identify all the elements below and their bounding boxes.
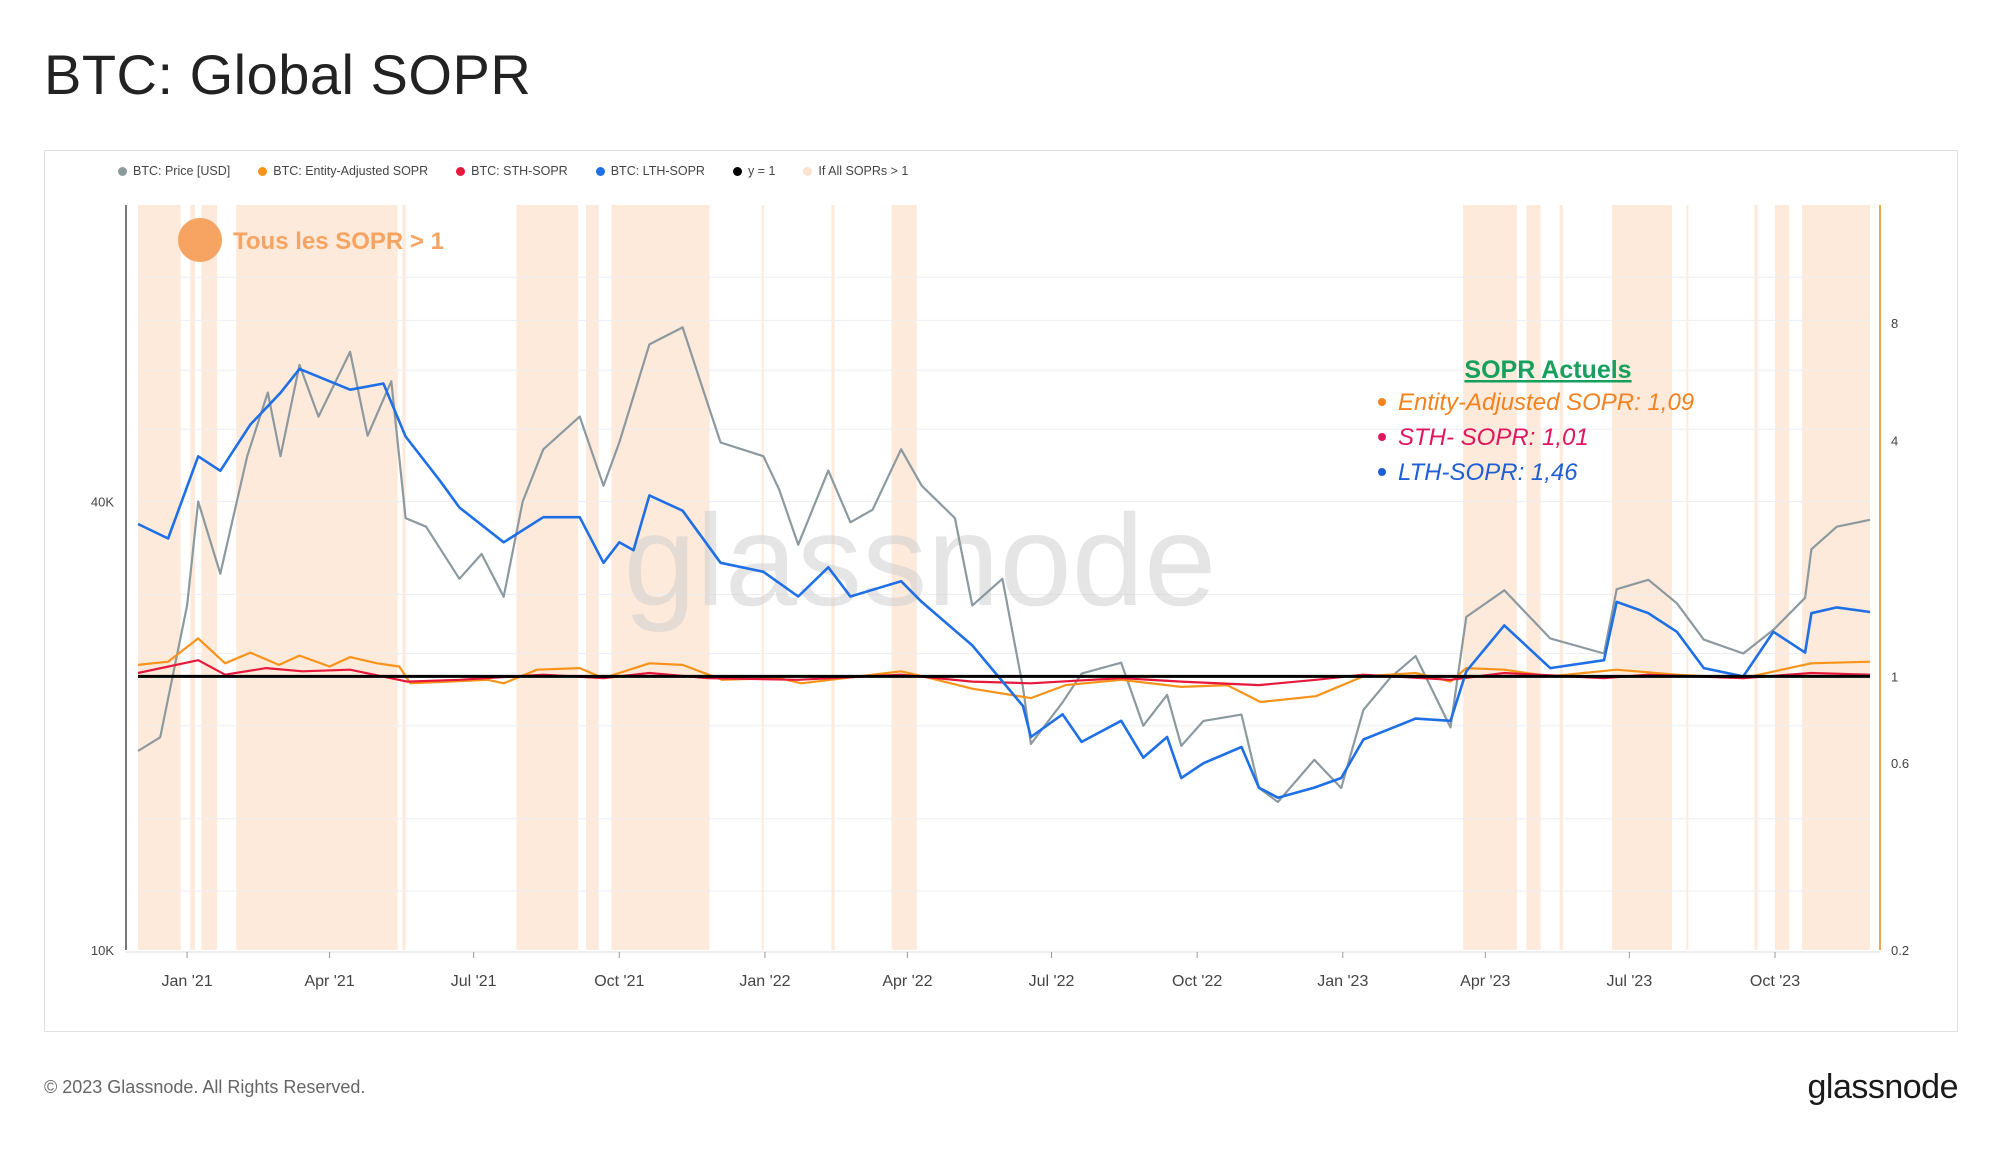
right-tick-label: 8: [1891, 316, 1898, 331]
legend-dot-icon: [258, 166, 268, 176]
right-tick-label: 0.6: [1891, 756, 1909, 771]
x-tick-label: Jan '23: [1317, 973, 1368, 990]
shaded-period: [1801, 205, 1870, 950]
legend-dot-icon: [118, 166, 127, 176]
x-tick-label: Jan '22: [739, 973, 790, 990]
shaded-period: [236, 205, 398, 950]
legend-dot-icon: [595, 166, 605, 176]
shaded-period: [1526, 205, 1541, 950]
watermark: glassnode: [624, 487, 1217, 633]
legend-label: BTC: LTH-SOPR: [610, 164, 705, 178]
left-tick-label: 40K: [91, 494, 114, 509]
right-tick-label: 1: [1891, 669, 1898, 684]
right-tick-label: 4: [1891, 434, 1898, 449]
left-tick-label: 10K: [91, 943, 114, 958]
shaded-period: [891, 205, 917, 950]
chart-legend: BTC: Price [USD] BTC: Entity-Adjusted SOP…: [118, 161, 908, 181]
x-tick-label: Jul '21: [451, 973, 497, 990]
shaded-period: [1754, 205, 1758, 950]
shaded-period: [138, 205, 181, 950]
x-tick-label: Oct '21: [594, 973, 644, 990]
shaded-period: [586, 205, 599, 950]
x-tick-label: Apr '22: [882, 973, 932, 990]
legend-item[interactable]: BTC: LTH-SOPR: [595, 164, 705, 178]
legend-item[interactable]: If All SOPRs > 1: [803, 164, 908, 178]
legend-dot-icon: [803, 166, 813, 176]
legend-dot-icon: [732, 166, 742, 176]
regime-marker-icon: [178, 218, 222, 262]
legend-label: BTC: Entity-Adjusted SOPR: [273, 164, 429, 178]
current-sopr-item: LTH-SOPR: 1,46: [1398, 459, 1578, 486]
regime-label: Tous les SOPR > 1: [233, 228, 444, 255]
current-sopr-bullet-icon: [1378, 398, 1386, 406]
x-tick-label: Jan '21: [162, 973, 213, 990]
page-title: BTC: Global SOPR: [44, 43, 532, 106]
shaded-period: [831, 205, 835, 950]
x-tick-label: Apr '23: [1460, 973, 1510, 990]
shaded-period: [1559, 205, 1563, 950]
legend-item[interactable]: BTC: STH-SOPR: [456, 164, 568, 178]
shaded-period: [1775, 205, 1790, 950]
current-sopr-bullet-icon: [1378, 468, 1386, 476]
shaded-period: [201, 205, 218, 950]
legend-label: BTC: Price [USD]: [133, 164, 231, 178]
shaded-period: [1686, 205, 1689, 950]
shaded-period: [1611, 205, 1673, 950]
legend-dot-icon: [456, 166, 466, 176]
series-line-btc-price-usd-: [137, 326, 1871, 804]
x-tick-label: Oct '22: [1172, 973, 1222, 990]
x-tick-label: Jul '22: [1029, 973, 1075, 990]
series-line-btc-lth-sopr: [137, 367, 1871, 800]
shaded-period: [190, 205, 195, 950]
current-sopr-title: SOPR Actuels: [1464, 356, 1631, 384]
current-sopr-item: STH- SOPR: 1,01: [1398, 424, 1589, 451]
x-tick-label: Apr '21: [304, 973, 354, 990]
legend-item[interactable]: BTC: Entity-Adjusted SOPR: [258, 164, 428, 178]
legend-item[interactable]: y = 1: [732, 164, 776, 178]
shaded-period: [761, 205, 764, 950]
shaded-period: [611, 205, 710, 950]
brand-logo: glassnode: [1807, 1068, 1958, 1106]
current-sopr-item: Entity-Adjusted SOPR: 1,09: [1398, 389, 1694, 416]
shaded-period: [516, 205, 579, 950]
legend-label: If All SOPRs > 1: [818, 164, 909, 178]
shaded-period: [1463, 205, 1517, 950]
legend-label: y = 1: [747, 164, 776, 178]
copyright-text: © 2023 Glassnode. All Rights Reserved.: [44, 1077, 366, 1097]
shaded-period: [402, 205, 406, 950]
legend-label: BTC: STH-SOPR: [471, 164, 568, 178]
series-line-btc-entity-adjusted-sopr: [137, 637, 1871, 704]
legend-item[interactable]: BTC: Price [USD]: [118, 164, 230, 178]
current-sopr-bullet-icon: [1378, 433, 1386, 441]
x-tick-label: Oct '23: [1750, 973, 1800, 990]
right-tick-label: 0.2: [1891, 943, 1909, 958]
x-tick-label: Jul '23: [1606, 973, 1652, 990]
